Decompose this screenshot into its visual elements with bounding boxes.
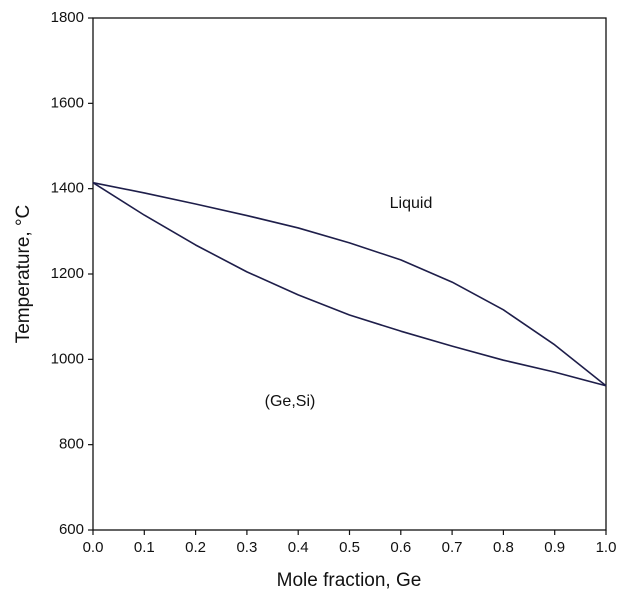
x-tick-label: 0.1	[134, 539, 155, 556]
x-axis-title: Mole fraction, Ge	[277, 570, 422, 591]
curve	[92, 182, 607, 387]
y-tick-label: 800	[59, 436, 84, 453]
y-tick-label: 1800	[51, 9, 84, 26]
x-tick-label: 0.4	[288, 539, 309, 556]
y-tick-label: 1200	[51, 265, 84, 282]
annotation: (Ge,Si)	[265, 393, 316, 410]
x-tick-label: 0.2	[185, 539, 206, 556]
x-tick-label: 0.6	[390, 539, 411, 556]
plot-frame	[92, 17, 607, 531]
x-tick-label: 1.0	[596, 539, 617, 556]
y-tick-label: 1600	[51, 94, 84, 111]
x-tick-label: 0.9	[544, 539, 565, 556]
x-tick-label: 0.0	[83, 539, 104, 556]
curve	[92, 181, 607, 387]
x-tick-label: 0.3	[236, 539, 257, 556]
annotation: Liquid	[390, 195, 433, 212]
y-tick-label: 1400	[51, 180, 84, 197]
y-tick-label: 1000	[51, 350, 84, 367]
x-tick-label: 0.7	[442, 539, 463, 556]
x-tick-label: 0.5	[339, 539, 360, 556]
y-axis-title: Temperature, °C	[13, 205, 34, 344]
y-tick-label: 600	[59, 521, 84, 538]
x-tick-label: 0.8	[493, 539, 514, 556]
